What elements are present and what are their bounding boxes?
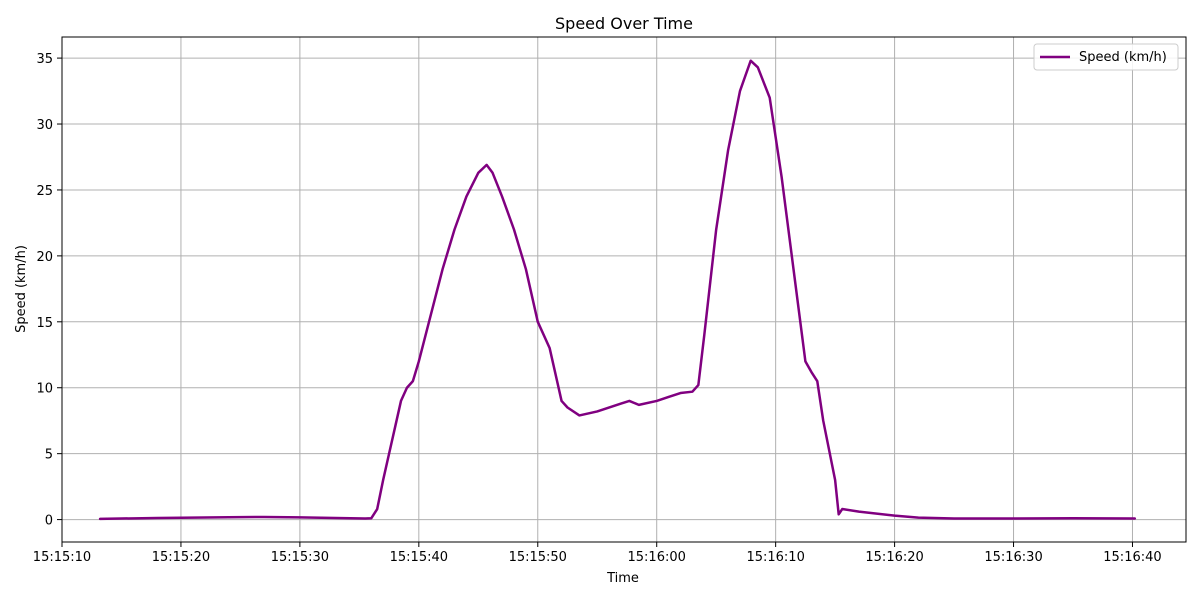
x-tick-label: 15:16:00 xyxy=(628,550,686,565)
x-tick-label: 15:15:50 xyxy=(509,550,567,565)
y-tick-label: 20 xyxy=(36,250,53,265)
x-tick-label: 15:16:20 xyxy=(865,550,923,565)
y-tick-label: 5 xyxy=(45,448,53,463)
y-tick-label: 15 xyxy=(36,316,53,331)
x-axis: 15:15:10 15:15:20 15:15:30 15:15:40 15:15:50… xyxy=(33,542,1162,565)
y-tick-label: 25 xyxy=(36,184,53,199)
series-layer xyxy=(98,59,1137,521)
legend: Speed (km/h) xyxy=(1033,43,1179,71)
speed-series-line xyxy=(98,59,1137,521)
y-tick-label: 35 xyxy=(36,52,53,67)
y-axis: 0 5 10 15 20 25 30 35 xyxy=(36,52,62,529)
plot-frame xyxy=(61,36,1187,543)
legend-box xyxy=(1033,43,1179,71)
y-tick-label: 10 xyxy=(36,382,53,397)
x-axis-label: Time xyxy=(606,571,639,586)
x-tick-label: 15:16:10 xyxy=(746,550,804,565)
legend-label: Speed (km/h) xyxy=(1079,50,1167,65)
x-tick-label: 15:15:40 xyxy=(390,550,448,565)
x-tick-label: 15:16:30 xyxy=(984,550,1042,565)
y-axis-label: Speed (km/h) xyxy=(14,245,29,333)
x-tick-label: 15:16:40 xyxy=(1103,550,1161,565)
x-tick-label: 15:15:10 xyxy=(33,550,91,565)
y-tick-label: 0 xyxy=(45,514,53,529)
y-tick-label: 30 xyxy=(36,118,53,133)
grid xyxy=(61,37,1186,542)
x-tick-label: 15:15:30 xyxy=(271,550,329,565)
chart-title: Speed Over Time xyxy=(555,14,693,33)
x-tick-label: 15:15:20 xyxy=(152,550,210,565)
